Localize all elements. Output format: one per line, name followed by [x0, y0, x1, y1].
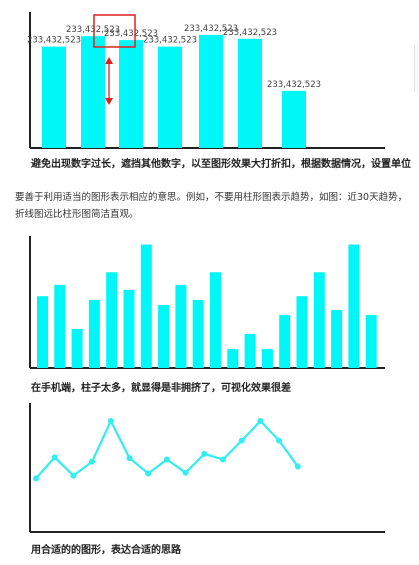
- point-1: [33, 475, 39, 482]
- bar-8: [158, 305, 170, 368]
- height-arrow-bottom: [105, 98, 113, 105]
- point-7: [145, 470, 152, 477]
- data-label-7: 233,432,523: [267, 80, 321, 90]
- data-label-4: 233,432,523: [143, 36, 197, 46]
- caption-too-many-bars: 在手机端，柱子太多，就显得是非拥挤了，可视化效果很差: [31, 383, 291, 394]
- point-9: [182, 469, 189, 476]
- data-label-5: 233,432,523: [184, 24, 238, 34]
- height-arrow-top: [105, 57, 113, 64]
- data-label-6: 233,432,523: [223, 28, 277, 38]
- bar-1: [42, 46, 66, 148]
- point-10: [201, 450, 208, 457]
- bar-9: [175, 284, 187, 368]
- bar-5: [199, 34, 223, 148]
- caption-proper-chart: 用合适的的图形，表达合适的思路: [31, 545, 181, 556]
- overlap-highlight-box: [93, 14, 136, 48]
- paragraph-chart-choice: 要善于利用适当的图形表示相应的意思。例如，不要用柱形图表示趋势，如图：近30天趋…: [15, 192, 408, 220]
- bar-5: [106, 272, 118, 368]
- point-15: [294, 463, 301, 470]
- bar-3: [119, 40, 143, 148]
- bar-2: [54, 284, 66, 368]
- data-label-3: 233,432,523: [104, 29, 158, 39]
- bar-13: [244, 333, 256, 368]
- point-8: [163, 456, 170, 463]
- bar-14: [261, 349, 273, 368]
- bar-2: [81, 36, 105, 149]
- bar-7: [140, 244, 152, 368]
- point-12: [238, 437, 245, 444]
- bar-11: [210, 272, 221, 368]
- bar-16: [296, 296, 308, 368]
- bar-7: [282, 90, 306, 148]
- bar-20: [365, 315, 377, 368]
- point-14: [276, 437, 283, 444]
- bar-chart-too-many-bars: [29, 236, 385, 369]
- point-3: [70, 472, 77, 479]
- bar-15: [279, 315, 291, 368]
- data-label-2: 233,432,523: [66, 25, 120, 35]
- bar-6: [123, 289, 135, 368]
- bar-chart-long-labels: 233,432,523233,432,523233,432,523233,432…: [27, 12, 385, 149]
- data-label-1: 233,432,523: [27, 36, 81, 46]
- bar-6: [238, 38, 262, 148]
- line-chart-trend: [29, 403, 385, 533]
- bar-1: [37, 296, 48, 368]
- point-13: [257, 418, 264, 424]
- point-2: [51, 454, 58, 461]
- trend-line: [35, 418, 299, 480]
- point-4: [89, 458, 96, 465]
- bar-4: [158, 46, 182, 148]
- bar-3: [71, 328, 83, 368]
- adjacent-panel-edge: [414, 45, 419, 92]
- point-6: [126, 455, 133, 462]
- bar-19: [348, 244, 360, 368]
- point-11: [220, 456, 226, 463]
- bar-17: [313, 272, 325, 368]
- bar-4: [88, 299, 100, 368]
- bar-10: [192, 299, 204, 368]
- bar-18: [331, 310, 343, 368]
- caption-long-labels: 避免出现数字过长，遮挡其他数字，以至图形效果大打折扣，根据数据情况，设置单位: [31, 159, 411, 170]
- bar-12: [227, 349, 239, 368]
- point-5: [107, 418, 114, 424]
